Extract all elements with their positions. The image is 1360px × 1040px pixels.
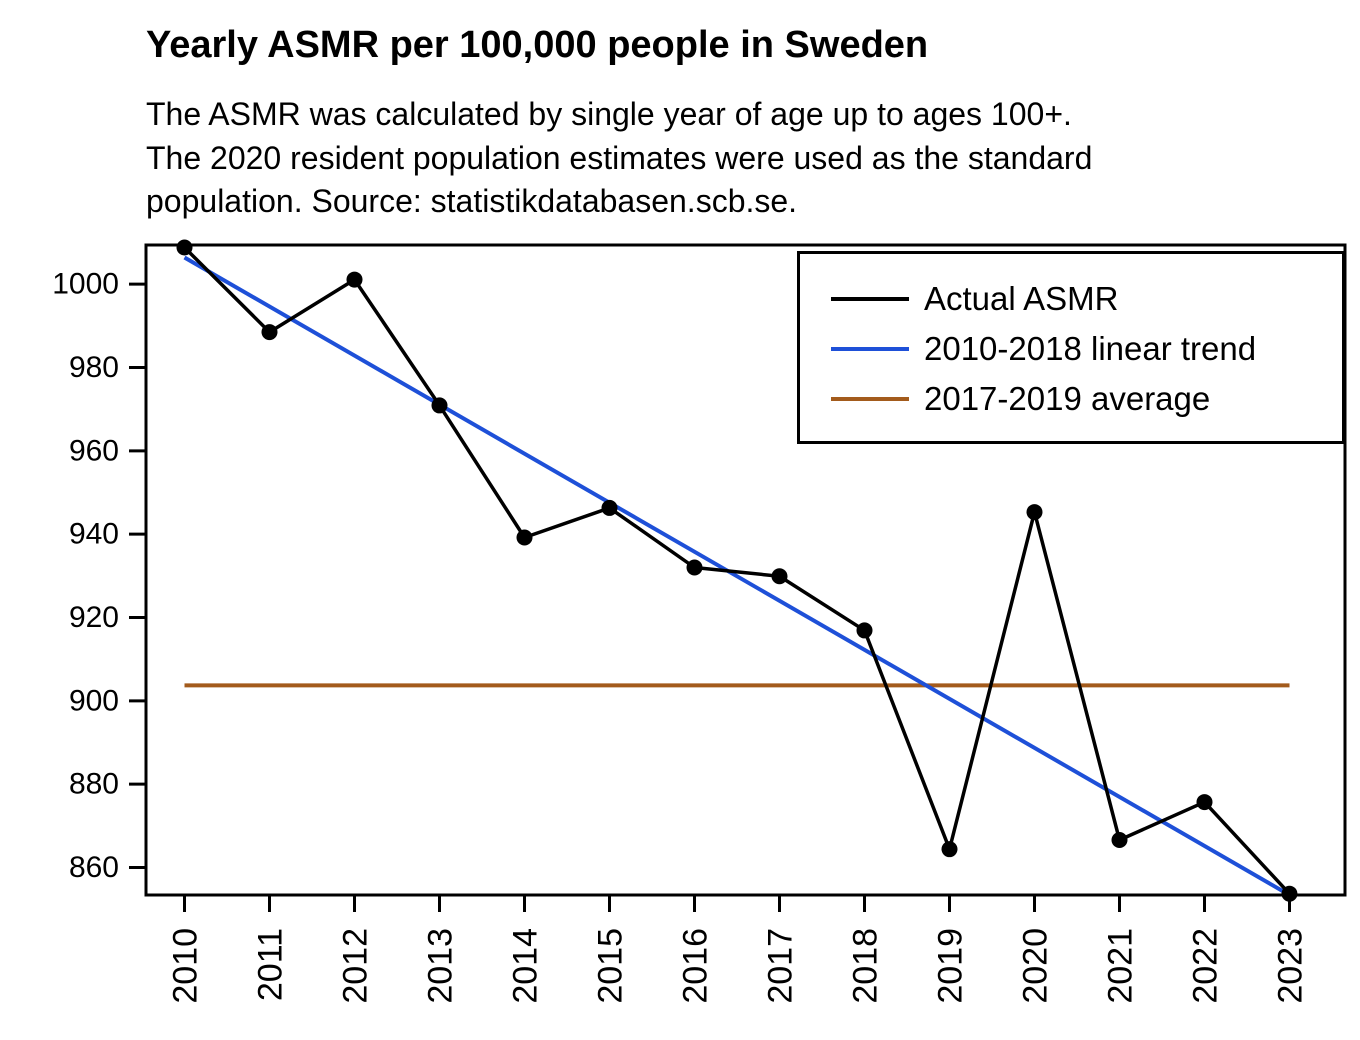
x-axis-label-2023: 2023 xyxy=(1272,928,1310,1004)
legend-label-actual-asmr: Actual ASMR xyxy=(924,280,1119,317)
x-axis-label-2014: 2014 xyxy=(507,928,545,1004)
y-axis-label-980: 980 xyxy=(69,351,119,384)
plot-border xyxy=(144,243,1347,897)
chart-legend: Actual ASMR 2010-2018 linear trend 2017-… xyxy=(797,251,1345,444)
data-point-2020 xyxy=(1026,504,1043,521)
y-axis-label-860: 860 xyxy=(69,851,119,884)
legend-label-linear-trend: 2010-2018 linear trend xyxy=(924,330,1257,367)
x-axis-label-2018: 2018 xyxy=(847,928,885,1004)
x-axis-label-2020: 2020 xyxy=(1017,928,1055,1004)
legend-line-sample-brown xyxy=(831,397,909,401)
data-point-2014 xyxy=(516,529,533,546)
data-point-2011 xyxy=(261,324,278,341)
x-axis-label-2017: 2017 xyxy=(762,928,800,1004)
y-axis-label-920: 920 xyxy=(69,601,119,634)
legend-row-average: 2017-2019 average xyxy=(800,374,1342,424)
data-point-2021 xyxy=(1111,832,1128,848)
x-axis-label-2022: 2022 xyxy=(1187,928,1225,1004)
data-point-2010 xyxy=(176,239,193,256)
y-axis-label-960: 960 xyxy=(69,434,119,467)
data-point-2022 xyxy=(1196,794,1213,811)
x-axis-label-2012: 2012 xyxy=(337,928,375,1004)
x-axis-label-2015: 2015 xyxy=(592,928,630,1004)
actual-asmr-line xyxy=(183,246,1291,895)
y-axis-label-880: 880 xyxy=(69,768,119,801)
x-axis-label-2016: 2016 xyxy=(677,928,715,1004)
data-point-2015 xyxy=(601,499,618,516)
x-axis-label-2011: 2011 xyxy=(252,928,290,1001)
chart-subtitle: The ASMR was calculated by single year o… xyxy=(146,93,1092,224)
y-axis-label-940: 940 xyxy=(69,518,119,551)
chart-subtitle-line-2: The 2020 resident population estimates w… xyxy=(146,139,1093,176)
data-point-2019 xyxy=(941,841,958,858)
legend-row-linear-trend: 2010-2018 linear trend xyxy=(800,324,1342,374)
chart-title: Yearly ASMR per 100,000 people in Sweden xyxy=(146,24,929,66)
data-point-2016 xyxy=(686,559,703,576)
x-axis-label-2013: 2013 xyxy=(422,928,460,1004)
data-point-2017 xyxy=(771,568,788,585)
legend-row-actual-asmr: Actual ASMR xyxy=(800,274,1342,324)
chart-subtitle-line-3: population. Source: statistikdatabasen.s… xyxy=(146,183,798,219)
data-point-2018 xyxy=(856,622,873,639)
x-axis-label-2021: 2021 xyxy=(1102,928,1140,1004)
chart-subtitle-line-1: The ASMR was calculated by single year o… xyxy=(146,96,1072,132)
y-axis-label-900: 900 xyxy=(69,684,119,717)
data-point-2023 xyxy=(1281,885,1298,902)
x-axis-label-2010: 2010 xyxy=(167,928,205,1004)
x-axis-label-2019: 2019 xyxy=(932,928,970,1004)
legend-line-sample-black xyxy=(831,297,909,301)
legend-line-sample-blue xyxy=(831,347,909,351)
data-point-2012 xyxy=(346,271,363,288)
legend-label-average: 2017-2019 average xyxy=(924,380,1211,417)
y-axis-label-1000: 1000 xyxy=(52,268,119,301)
data-point-2013 xyxy=(431,397,448,414)
